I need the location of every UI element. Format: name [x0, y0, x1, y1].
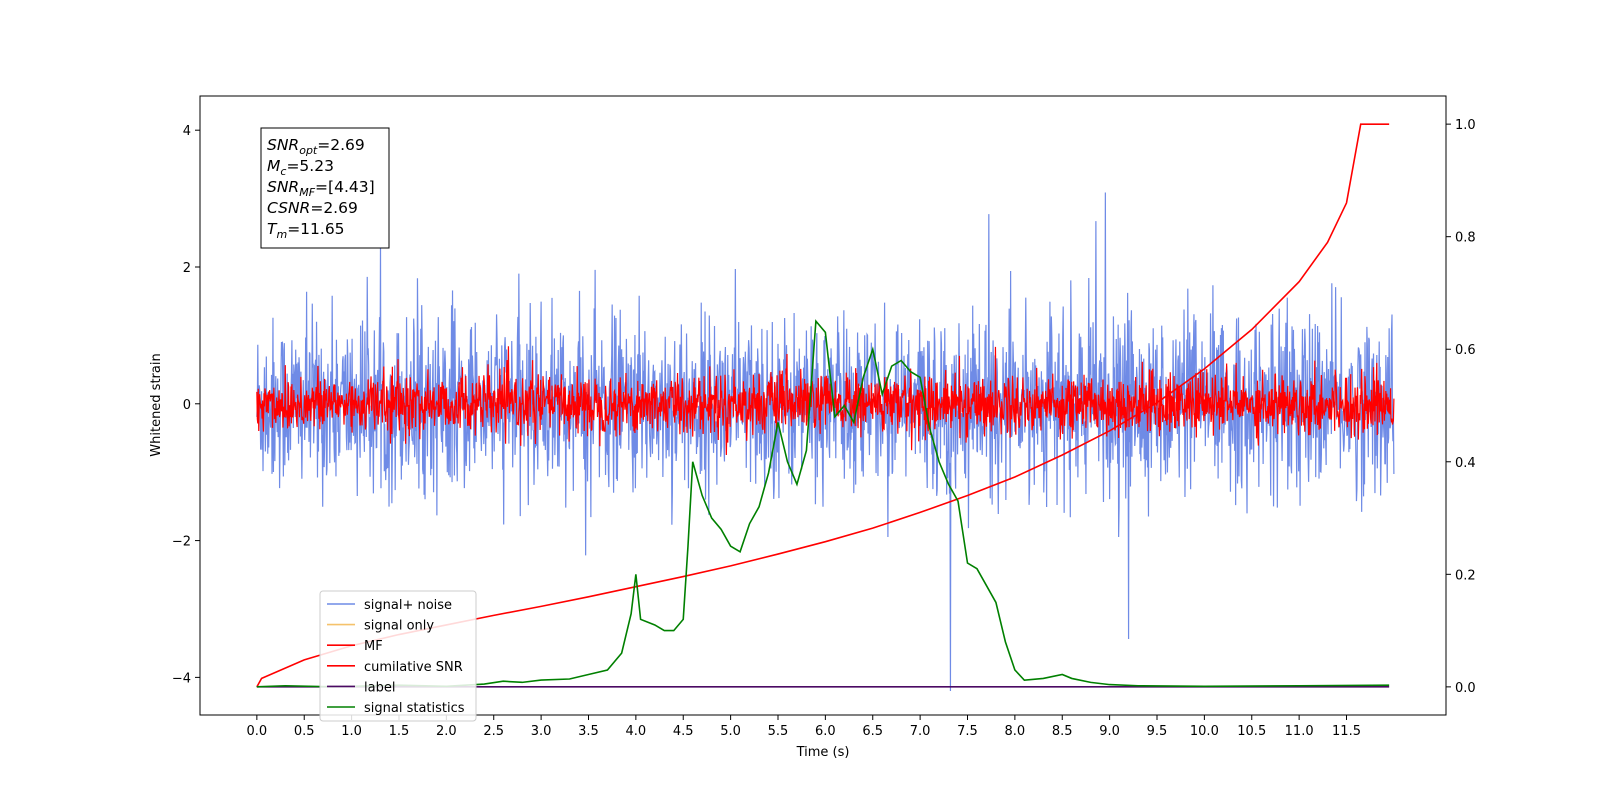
stat-line: Mc=5.23 — [267, 157, 334, 178]
y-tick-label: −4 — [172, 671, 191, 686]
legend-label: signal statistics — [364, 701, 465, 716]
legend-label: signal only — [364, 619, 434, 634]
x-tick-label: 0.5 — [294, 724, 315, 739]
legend-label: cumilative SNR — [364, 660, 463, 675]
x-tick-label: 8.0 — [1005, 724, 1026, 739]
x-tick-label: 7.5 — [957, 724, 978, 739]
x-tick-label: 7.0 — [910, 724, 931, 739]
y-tick-label: 2 — [183, 261, 191, 276]
legend-label: signal+ noise — [364, 598, 452, 613]
x-tick-label: 0.0 — [247, 724, 268, 739]
x-tick-label: 4.5 — [673, 724, 694, 739]
y-axis-left: 4 2 0 −2 −4 — [172, 124, 200, 686]
stats-box-frame — [260, 127, 390, 249]
y-tick-label: 4 — [183, 124, 191, 139]
x-tick-label: 1.5 — [389, 724, 410, 739]
x-tick-label: 10.5 — [1237, 724, 1266, 739]
x-tick-label: 2.0 — [436, 724, 457, 739]
y-axis-label: Whitened strain — [149, 353, 164, 456]
y2-tick-label: 0.2 — [1455, 568, 1476, 583]
stat-line: SNRMF=[4.43] — [267, 178, 375, 199]
x-tick-label: 11.0 — [1285, 724, 1314, 739]
x-axis-label: Time (s) — [796, 745, 850, 760]
x-tick-label: 3.0 — [531, 724, 552, 739]
x-tick-label: 5.0 — [720, 724, 741, 739]
x-tick-label: 6.5 — [862, 724, 883, 739]
y-tick-label: 0 — [183, 398, 191, 413]
legend-label: MF — [364, 639, 383, 654]
y-axis-right: 1.0 0.8 0.6 0.4 0.2 0.0 — [1446, 118, 1476, 696]
stat-line: CSNR=2.69 — [267, 199, 358, 217]
stat-line: SNRopt=2.69 — [267, 136, 365, 157]
y2-tick-label: 0.4 — [1455, 456, 1476, 471]
legend: signal+ noise signal only MF cumilative SNR… — [319, 590, 477, 722]
y-tick-label: −2 — [172, 535, 191, 550]
x-tick-label: 9.0 — [1099, 724, 1120, 739]
x-tick-label: 1.0 — [341, 724, 362, 739]
y2-tick-label: 0.8 — [1455, 231, 1476, 246]
plot-frame — [199, 95, 1447, 716]
series-2 — [256, 346, 1395, 455]
y2-tick-label: 0.6 — [1455, 343, 1476, 358]
legend-frame — [319, 590, 477, 722]
x-tick-label: 3.5 — [578, 724, 599, 739]
series-5 — [256, 319, 1390, 688]
x-tick-label: 4.0 — [626, 724, 647, 739]
y2-tick-label: 0.0 — [1455, 681, 1476, 696]
stat-line: Tm=11.65 — [267, 220, 345, 241]
x-tick-label: 6.0 — [815, 724, 836, 739]
x-axis: 0.0 0.5 1.0 1.5 2.0 2.5 3.0 3.5 4.0 4.5 5.0 5.5 6.0 6… — [247, 715, 1361, 739]
x-tick-label: 10.0 — [1190, 724, 1219, 739]
x-tick-label: 8.5 — [1052, 724, 1073, 739]
legend-label: label — [364, 680, 395, 695]
x-tick-label: 2.5 — [483, 724, 504, 739]
x-tick-label: 11.5 — [1332, 724, 1361, 739]
y2-tick-label: 1.0 — [1455, 118, 1476, 133]
x-tick-label: 5.5 — [768, 724, 789, 739]
x-tick-label: 9.5 — [1147, 724, 1168, 739]
